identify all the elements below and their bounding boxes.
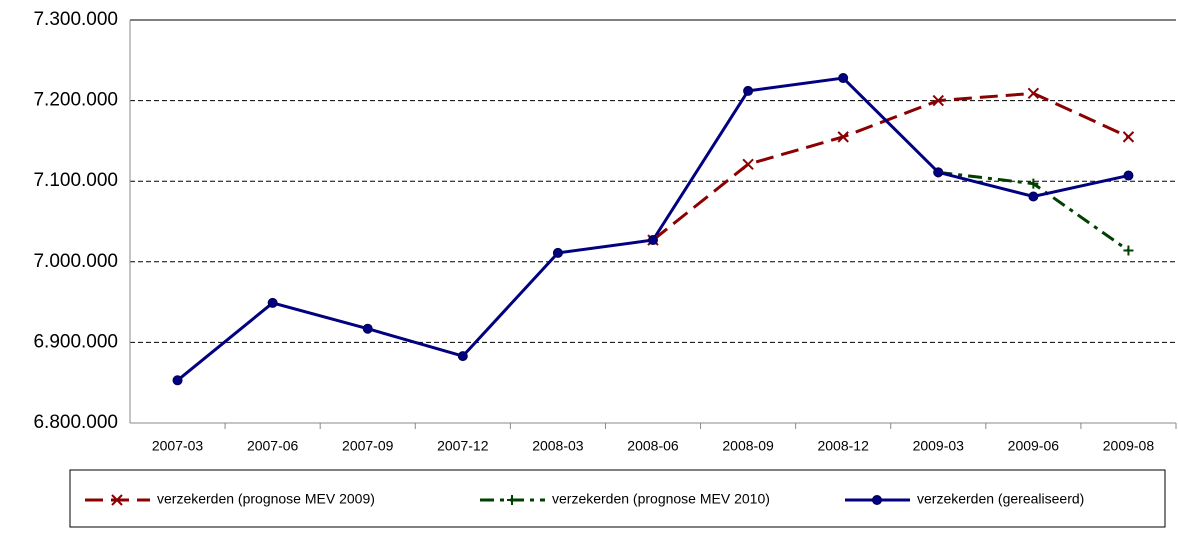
marker	[1122, 131, 1135, 143]
marker	[742, 158, 754, 170]
marker	[267, 297, 278, 308]
legend-label: verzekerden (prognose MEV 2009)	[157, 491, 375, 507]
marker	[933, 167, 944, 178]
y-tick-label: 7.000.000	[33, 251, 118, 272]
marker	[172, 375, 183, 386]
x-tick-label: 2007-12	[437, 438, 489, 454]
line	[176, 76, 1129, 382]
x-tick-label: 2007-03	[152, 438, 204, 454]
marker	[552, 247, 563, 258]
marker	[457, 351, 468, 362]
x-tick-label: 2009-08	[1103, 438, 1155, 454]
marker	[362, 323, 373, 334]
x-tick-label: 2008-06	[627, 438, 679, 454]
x-tick-label: 2009-03	[913, 438, 965, 454]
y-tick-label: 6.900.000	[33, 331, 118, 352]
x-tick-label: 2008-09	[722, 438, 774, 454]
legend-box	[69, 469, 1166, 528]
marker	[872, 495, 882, 505]
x-tick-label: 2007-06	[247, 438, 299, 454]
marker	[111, 494, 123, 506]
legend-label: verzekerden (gerealiseerd)	[917, 491, 1084, 507]
x-tick-label: 2009-06	[1008, 438, 1060, 454]
marker	[743, 85, 754, 96]
marker	[507, 495, 517, 505]
marker	[838, 73, 849, 84]
marker	[1028, 178, 1039, 189]
y-tick-label: 7.200.000	[33, 90, 118, 111]
marker	[1123, 245, 1134, 256]
marker	[837, 131, 849, 143]
x-tick-label: 2008-03	[532, 438, 584, 454]
legend: verzekerden (prognose MEV 2009) verzekerd…	[69, 469, 1166, 528]
marker	[932, 94, 944, 107]
marker	[1028, 191, 1039, 202]
x-tick-label: 2007-09	[342, 438, 394, 454]
x-tick-label: 2008-12	[817, 438, 869, 454]
y-tick-label: 6.800.000	[33, 412, 118, 433]
legend-label: verzekerden (prognose MEV 2010)	[552, 491, 770, 507]
marker	[648, 235, 658, 246]
line	[652, 91, 1130, 242]
y-tick-label: 7.300.000	[33, 9, 118, 30]
y-tick-label: 7.100.000	[33, 170, 118, 191]
marker	[1123, 170, 1134, 181]
marker	[1027, 87, 1040, 100]
